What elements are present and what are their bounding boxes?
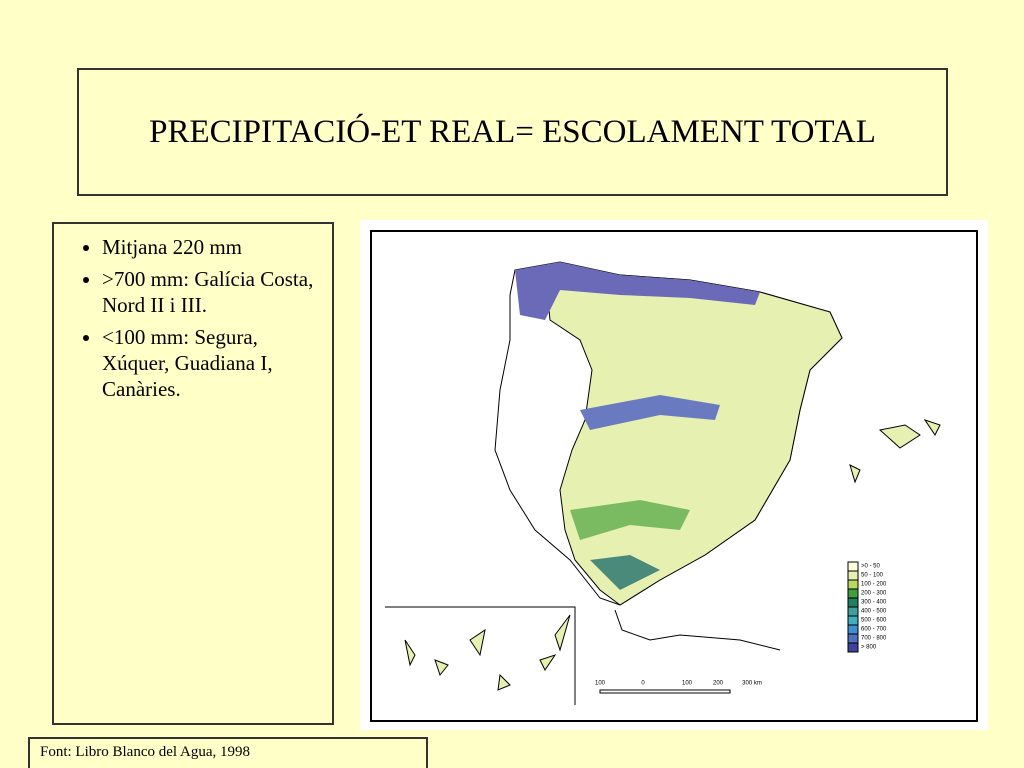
map: >0 - 50 50 - 100 100 - 200 200 - 300 300… xyxy=(360,220,988,730)
legend-label: 700 - 800 xyxy=(861,636,887,642)
source-box: Font: Libro Blanco del Agua, 1998 xyxy=(28,737,428,768)
scale-label: 300 km xyxy=(742,681,762,687)
legend-swatch xyxy=(847,597,859,608)
africa-coast xyxy=(614,609,781,651)
balearics xyxy=(849,419,941,484)
bullet: <100 mm: Segura, Xúquer, Guadiana I, Can… xyxy=(102,324,318,402)
bullet: Mitjana 220 mm xyxy=(102,234,318,260)
legend-label: > 800 xyxy=(861,645,877,651)
south-wet-zone xyxy=(590,555,660,590)
scale-label: 0 xyxy=(641,681,645,687)
map-frame xyxy=(370,230,978,722)
legend-label: 600 - 700 xyxy=(861,627,887,633)
legend-swatch xyxy=(847,570,859,581)
legend: >0 - 50 50 - 100 100 - 200 200 - 300 300… xyxy=(847,561,887,653)
scale-label: 100 xyxy=(682,681,693,687)
north-wet-zone xyxy=(515,262,760,320)
canary-islands xyxy=(404,614,571,691)
legend-label: 400 - 500 xyxy=(861,609,887,615)
legend-swatch xyxy=(847,606,859,617)
bullet-box: Mitjana 220 mm >700 mm: Galícia Costa, N… xyxy=(52,222,334,725)
legend-label: 200 - 300 xyxy=(861,591,887,597)
bullet: >700 mm: Galícia Costa, Nord II i III. xyxy=(102,266,318,318)
central-wet-zone xyxy=(580,395,720,430)
legend-swatch xyxy=(847,579,859,590)
south-zone xyxy=(570,500,690,540)
title: PRECIPITACIÓ-ET REAL= ESCOLAMENT TOTAL xyxy=(149,114,876,150)
canary-inset xyxy=(385,606,576,705)
legend-swatch xyxy=(847,633,859,644)
legend-swatch xyxy=(847,561,859,572)
legend-swatch xyxy=(847,615,859,626)
scale-line xyxy=(599,689,731,694)
scale-label: 200 xyxy=(713,681,724,687)
source: Font: Libro Blanco del Agua, 1998 xyxy=(40,744,250,760)
legend-label: >0 - 50 xyxy=(861,564,881,570)
scale-label: 100 xyxy=(595,681,606,687)
title-box: PRECIPITACIÓ-ET REAL= ESCOLAMENT TOTAL xyxy=(77,68,948,196)
legend-label: 500 - 600 xyxy=(861,618,887,624)
legend-swatch xyxy=(847,624,859,635)
legend-label: 50 - 100 xyxy=(861,573,884,579)
scale-bar: 100 0 100 200 300 km xyxy=(595,681,762,694)
legend-swatch xyxy=(847,642,859,653)
bullet-list: Mitjana 220 mm >700 mm: Galícia Costa, N… xyxy=(62,234,318,402)
legend-label: 100 - 200 xyxy=(861,582,887,588)
legend-label: 300 - 400 xyxy=(861,600,887,606)
legend-swatch xyxy=(847,588,859,599)
